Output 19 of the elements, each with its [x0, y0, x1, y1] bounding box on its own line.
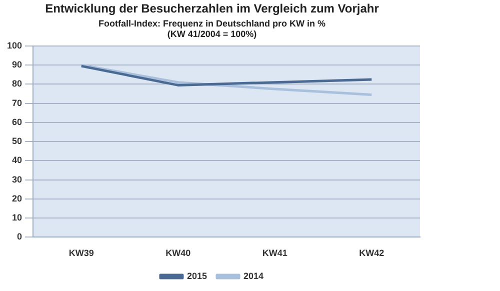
y-tick-label: 100: [6, 40, 22, 50]
chart-title: Entwicklung der Besucherzahlen im Vergleich zum Vorjahr: [45, 2, 380, 16]
legend-label: 2014: [244, 270, 264, 281]
x-tick-label: KW41: [262, 248, 288, 258]
legend-label: 2015: [186, 270, 208, 281]
y-tick-label: 80: [12, 78, 22, 89]
x-tick-label: KW40: [166, 248, 191, 258]
y-tick-label: 20: [12, 193, 22, 204]
x-tick-label: KW39: [68, 248, 94, 258]
y-tick-label: 30: [12, 174, 22, 184]
y-tick-label: 60: [12, 116, 22, 127]
y-tick-label: 90: [12, 60, 22, 70]
y-tick-label: 40: [12, 155, 22, 166]
chart-subtitle: Footfall-Index: Frequenz in Deutschland pro KW in % (KW 41/2004 = 100%): [98, 18, 326, 40]
y-tick-label: 70: [12, 98, 22, 108]
y-tick-label: 50: [12, 136, 22, 146]
x-tick-label: KW42: [359, 248, 384, 258]
y-tick-label: 0: [17, 232, 22, 242]
y-tick-label: 10: [12, 212, 22, 223]
